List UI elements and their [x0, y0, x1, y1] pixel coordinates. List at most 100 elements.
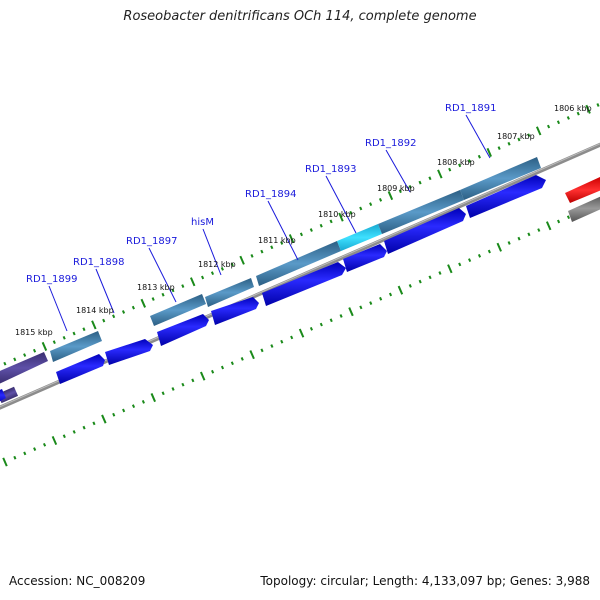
minor-tick — [260, 348, 264, 353]
minor-tick — [141, 400, 145, 404]
label-leader-line — [48, 285, 68, 332]
gene-rd1-1893-highlight — [337, 224, 382, 251]
minor-tick — [507, 141, 511, 146]
major-tick — [496, 242, 502, 252]
minor-tick — [23, 353, 27, 357]
major-tick — [535, 126, 542, 136]
major-tick — [288, 234, 295, 244]
minor-tick — [329, 318, 333, 323]
minor-tick — [438, 271, 442, 275]
minor-tick — [418, 279, 422, 284]
minor-tick — [42, 442, 47, 447]
gene-arrow-1892 — [384, 208, 466, 254]
major-tick — [101, 414, 107, 424]
minor-tick — [299, 232, 303, 237]
minor-tick — [487, 249, 491, 254]
minor-tick — [33, 447, 37, 451]
kbp-label: 1812 kbp — [198, 260, 236, 269]
kbp-label: 1808 kbp — [437, 158, 475, 167]
major-tick — [387, 191, 394, 201]
major-tick — [298, 328, 305, 338]
minor-tick — [181, 382, 185, 387]
gene-name-label: RD1_1893 — [305, 164, 356, 175]
gene-rd1-1891-top — [460, 157, 541, 200]
gene-dark-left — [0, 352, 48, 384]
gene-name-label: hisM — [191, 217, 214, 228]
major-tick — [189, 277, 196, 287]
minor-tick — [309, 326, 313, 331]
minor-tick — [477, 253, 482, 258]
gene-gray — [568, 196, 600, 222]
minor-tick — [13, 357, 17, 362]
major-tick — [585, 104, 591, 114]
minor-tick — [3, 361, 7, 366]
gene-arrow-1891 — [466, 175, 546, 218]
label-leader-line — [95, 268, 115, 314]
minor-tick — [378, 197, 383, 202]
gene-hism-top — [205, 278, 254, 307]
label-leaders — [48, 114, 491, 332]
label-leader-line — [465, 114, 491, 159]
minor-tick — [388, 292, 393, 297]
gene-name-label: RD1_1899 — [26, 274, 77, 285]
minor-tick — [319, 322, 323, 327]
gene-arrow-leftmost — [0, 389, 6, 402]
minor-tick — [72, 430, 76, 434]
minor-tick — [82, 425, 86, 430]
minor-tick — [369, 301, 373, 305]
minor-tick — [220, 365, 225, 370]
minor-tick — [557, 219, 561, 224]
minor-tick — [448, 167, 452, 172]
minor-tick — [230, 262, 234, 267]
minor-tick — [428, 176, 432, 181]
major-tick — [140, 298, 146, 308]
minor-tick — [13, 455, 17, 460]
minor-tick — [329, 219, 333, 224]
minor-tick — [497, 146, 501, 150]
minor-tick — [151, 297, 155, 301]
kbp-label: 1815 kbp — [15, 328, 53, 337]
minor-tick — [517, 236, 521, 241]
gene-name-label: RD1_1897 — [126, 236, 177, 247]
gene-rd1-1897-top — [150, 294, 206, 326]
minor-tick — [566, 116, 570, 120]
minor-tick — [250, 254, 254, 258]
minor-tick — [359, 305, 363, 310]
minor-tick — [566, 215, 571, 220]
minor-tick — [359, 206, 363, 211]
gene-label-group: RD1_1891 RD1_1892 RD1_1893 RD1_1894 hisM RD1_… — [26, 103, 496, 285]
minor-tick — [62, 335, 66, 340]
minor-tick — [517, 137, 521, 142]
gene-arrow-1899 — [56, 354, 105, 384]
gene-rd1-1892-top — [378, 190, 464, 234]
major-tick — [437, 169, 443, 179]
minor-tick — [62, 434, 66, 439]
minor-tick — [102, 318, 106, 323]
minor-tick — [537, 228, 541, 232]
minor-tick — [576, 111, 580, 116]
major-tick — [249, 350, 255, 360]
minor-tick — [230, 361, 234, 366]
minor-tick — [468, 258, 472, 262]
major-tick — [338, 212, 344, 222]
major-tick — [91, 320, 97, 330]
minor-tick — [290, 335, 294, 340]
minor-tick — [112, 412, 116, 417]
minor-tick — [309, 228, 313, 232]
minor-tick — [339, 314, 343, 318]
genome-title: Roseobacter denitrificans OCh 114, compl… — [123, 9, 477, 24]
minor-tick — [122, 408, 126, 413]
minor-tick — [379, 296, 383, 301]
minor-tick — [349, 210, 353, 215]
kbp-label-group: 1806 kbp 1807 kbp 1808 kbp 1809 kbp 1810 kbp… — [15, 104, 592, 337]
minor-tick — [210, 271, 215, 276]
kbp-label: 1809 kbp — [377, 184, 415, 193]
major-tick — [486, 147, 492, 157]
gene-name-label: RD1_1898 — [73, 257, 124, 268]
gene-arrow-1894 — [262, 262, 346, 306]
gene-arrow-hism — [211, 297, 259, 325]
gene-name-label: RD1_1891 — [445, 103, 496, 114]
label-leader-line — [202, 228, 222, 276]
major-tick — [199, 371, 206, 381]
minor-tick — [428, 275, 432, 280]
